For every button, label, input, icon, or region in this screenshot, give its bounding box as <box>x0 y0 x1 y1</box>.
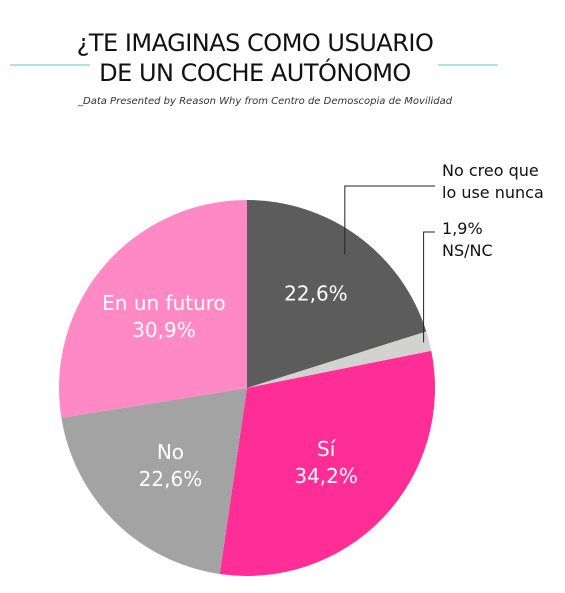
slice-value-label: 22,6% <box>138 466 203 491</box>
slice-value-label: 1,9% <box>442 219 483 238</box>
slice-value-label: 22,6% <box>284 281 348 306</box>
slice-value-label: 34,2% <box>294 464 358 489</box>
chart-subtitle: _Data Presented by Reason Why from Centr… <box>78 96 453 107</box>
slice-label-group: Sí 34,2% <box>294 436 358 490</box>
slice-value-label: 30,9% <box>132 318 196 343</box>
pie-slice <box>219 350 436 576</box>
slice-label: NS/NC <box>442 241 493 260</box>
pie-slice <box>61 388 247 575</box>
pie-slice <box>247 331 432 388</box>
pie-slice <box>247 200 427 388</box>
slice-label: No <box>156 439 185 464</box>
leader-line <box>423 231 435 343</box>
slice-label: Sí <box>316 437 336 462</box>
chart-title: ¿TE IMAGINAS COMO USUARIO DE UN COCHE AU… <box>76 29 434 87</box>
leader-line <box>344 185 435 255</box>
slice-label-group: En un futuro 30,9% <box>102 290 226 344</box>
slice-label: No creo que lo use nunca <box>442 161 544 202</box>
pie-slice <box>59 200 248 418</box>
slice-label-group: No 22,6% <box>139 439 203 493</box>
slice-label: En un futuro <box>102 291 226 316</box>
